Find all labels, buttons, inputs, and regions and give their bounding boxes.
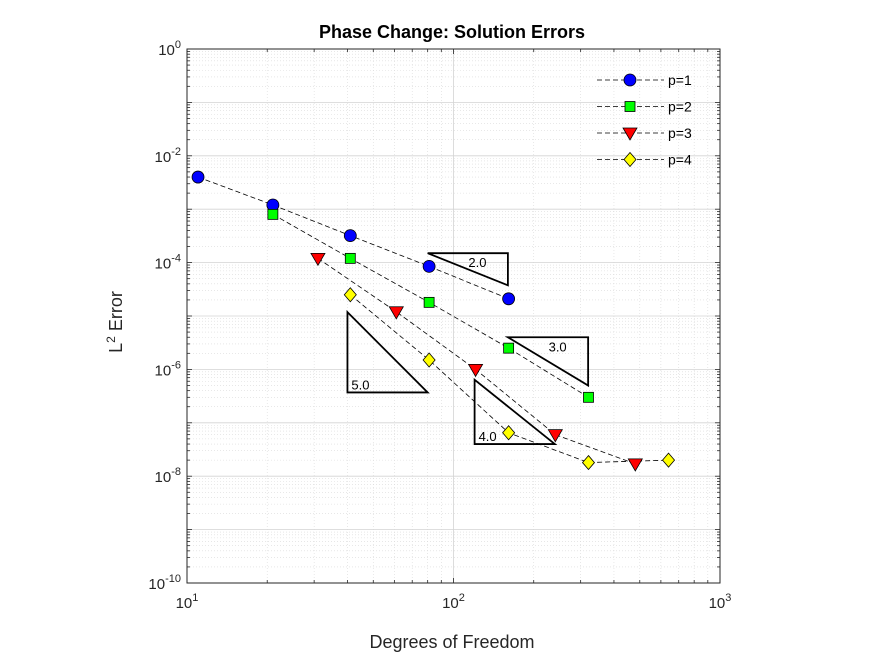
y-axis-label: L2 Error (104, 291, 126, 353)
slope-triangle (473, 377, 558, 445)
data-point-p=3 (547, 429, 564, 443)
data-point-p=4 (581, 454, 596, 471)
data-point-p=4 (343, 287, 357, 303)
slope-label: 2.0 (468, 255, 486, 270)
slope-triangle (427, 252, 509, 287)
data-point-p=3 (627, 458, 643, 472)
data-point-p=3 (310, 252, 326, 267)
legend: p=1 p=2 p=3 p=4 (597, 72, 692, 168)
tick-labels: 101 102 103 100 10-2 10-4 10-6 10-8 10-10 (148, 39, 731, 612)
data-point-p=2 (503, 342, 515, 354)
data-point-p=3 (467, 363, 484, 378)
y-tick-label: 10-2 (155, 146, 181, 166)
data-markers (191, 170, 676, 472)
data-point-p=1 (343, 229, 357, 243)
legend-label-p=4: p=4 (668, 152, 692, 168)
x-tick-label: 101 (176, 592, 199, 612)
chart-title: Phase Change: Solution Errors (319, 22, 585, 42)
data-point-p=2 (267, 208, 279, 220)
data-point-p=2 (583, 391, 594, 403)
data-point-p=1 (422, 259, 436, 273)
data-point-p=1 (502, 292, 516, 306)
plot-area: 2.0 3.0 5.0 4.0 (186, 48, 721, 584)
data-point-p=4 (662, 452, 676, 468)
slope-label: 3.0 (549, 339, 567, 354)
data-point-p=1 (191, 170, 205, 184)
slope-triangles: 2.0 3.0 5.0 4.0 (346, 252, 590, 445)
data-point-p=4 (422, 352, 436, 368)
y-tick-label: 10-10 (148, 573, 181, 593)
y-axis-label-sup: 2 (104, 336, 118, 343)
tick-marks (186, 48, 721, 584)
y-tick-label: 10-4 (155, 253, 181, 273)
x-tick-label: 103 (709, 592, 732, 612)
legend-marker-p=3 (622, 127, 638, 141)
y-tick-label: 10-6 (155, 359, 181, 379)
legend-marker-p=1 (623, 73, 637, 87)
y-tick-label: 100 (158, 39, 181, 59)
legend-label-p=1: p=1 (668, 72, 692, 88)
slope-triangle (504, 336, 590, 388)
x-axis-label: Degrees of Freedom (369, 632, 534, 652)
slope-label: 4.0 (479, 429, 497, 444)
data-point-p=2 (344, 252, 356, 264)
legend-label-p=2: p=2 (668, 99, 692, 115)
data-point-p=4 (502, 425, 516, 441)
y-axis-label-rest: Error (106, 291, 126, 336)
legend-marker-p=4 (623, 151, 637, 168)
legend-marker-p=2 (624, 101, 636, 112)
data-point-p=2 (423, 296, 435, 308)
slope-triangle (346, 309, 430, 394)
y-axis-label-base: L (106, 343, 126, 353)
x-tick-label: 102 (442, 592, 465, 612)
slope-label: 5.0 (351, 377, 369, 392)
legend-label-p=3: p=3 (668, 125, 692, 141)
data-point-p=3 (388, 306, 404, 320)
y-tick-label: 10-8 (155, 466, 181, 486)
